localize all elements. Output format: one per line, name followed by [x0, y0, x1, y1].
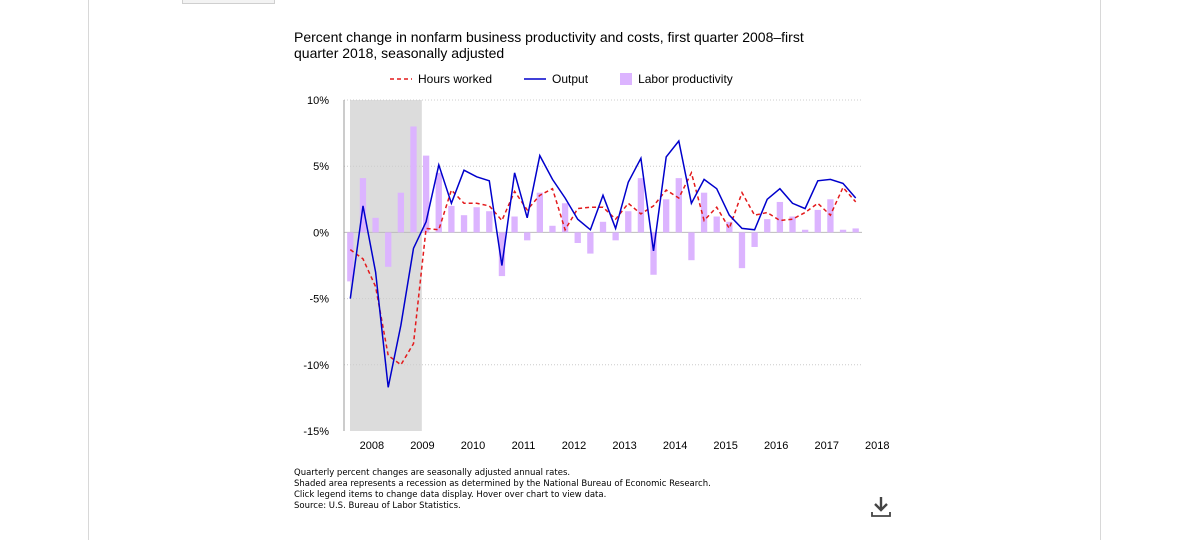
y-tick-label: -5%	[309, 294, 329, 306]
chart-legend: Hours worked Output Labor productivity	[390, 71, 765, 87]
bar-labor-productivity	[473, 207, 480, 233]
bar-labor-productivity	[612, 232, 619, 241]
bar-labor-productivity	[650, 232, 657, 275]
note-line: Shaded area represents a recession as de…	[294, 479, 711, 489]
bar-labor-productivity	[776, 201, 784, 233]
y-tick-label: -10%	[303, 360, 329, 372]
bar-labor-productivity	[625, 211, 632, 233]
bar-labor-productivity	[789, 216, 796, 233]
legend-label-output: Output	[552, 72, 589, 86]
bar-labor-productivity	[397, 192, 405, 233]
legend-item-labor-productivity[interactable]: Labor productivity	[620, 72, 733, 86]
bar-labor-productivity	[852, 228, 859, 233]
x-tick-label: 2014	[663, 440, 687, 452]
bar-labor-productivity	[486, 211, 493, 233]
y-tick-label: 10%	[307, 95, 329, 107]
legend-swatch-hours-worked	[390, 78, 412, 80]
bar-labor-productivity	[713, 216, 720, 233]
bar-labor-productivity	[599, 221, 607, 233]
bar-labor-productivity	[801, 229, 809, 233]
x-tick-label: 2012	[562, 440, 586, 452]
x-tick-label: 2008	[360, 440, 384, 452]
bar-labor-productivity	[498, 232, 506, 277]
bar-labor-productivity	[637, 178, 645, 233]
y-tick-label: -15%	[303, 426, 329, 438]
chart-notes: Quarterly percent changes are seasonally…	[294, 468, 711, 512]
legend-item-hours-worked[interactable]: Hours worked	[390, 72, 492, 86]
note-line: Source: U.S. Bureau of Labor Statistics.	[294, 501, 461, 511]
y-tick-label: 5%	[313, 161, 329, 173]
bar-labor-productivity	[347, 232, 354, 282]
top-tab[interactable]	[182, 0, 275, 4]
chart-plot-area[interactable]: 10% 5% 0% -5% -10% -15% 2008 2009 2010 2011 2012 20…	[0, 0, 1192, 470]
y-tick-label: 0%	[313, 227, 329, 239]
bar-labor-productivity	[385, 232, 392, 267]
x-tick-label: 2011	[512, 440, 536, 452]
bar-labor-productivity	[435, 172, 442, 233]
bar-labor-productivity	[561, 203, 569, 233]
x-tick-label: 2009	[410, 440, 434, 452]
x-tick-label: 2013	[612, 440, 636, 452]
bar-labor-productivity	[460, 215, 468, 233]
bar-labor-productivity	[764, 219, 771, 233]
bar-labor-productivity	[738, 232, 746, 269]
note-line: Quarterly percent changes are seasonally…	[294, 468, 571, 478]
bar-labor-productivity	[663, 199, 670, 233]
x-tick-label: 2010	[461, 440, 485, 452]
bar-labor-productivity	[524, 232, 531, 241]
bar-labor-productivity	[422, 155, 430, 233]
bar-labor-productivity	[839, 229, 847, 233]
bar-labor-productivity	[688, 232, 695, 261]
legend-item-output[interactable]: Output	[524, 72, 588, 86]
bar-labor-productivity	[814, 209, 821, 233]
bar-labor-productivity	[511, 216, 518, 233]
download-icon[interactable]	[871, 496, 891, 518]
bar-labor-productivity	[410, 126, 417, 233]
x-tick-label: 2018	[865, 440, 889, 452]
content-panel	[88, 0, 1101, 540]
note-line: Click legend items to change data displa…	[294, 490, 607, 500]
x-tick-label: 2016	[764, 440, 788, 452]
chart-title: Percent change in nonfarm business produ…	[294, 29, 804, 61]
bar-labor-productivity	[448, 205, 455, 233]
line-hours-worked	[349, 170, 857, 366]
bar-labor-productivity	[549, 225, 556, 233]
x-tick-label: 2017	[814, 440, 838, 452]
legend-label-labor-productivity: Labor productivity	[638, 72, 733, 86]
bar-labor-productivity	[536, 192, 543, 233]
legend-swatch-labor-productivity	[620, 73, 633, 85]
bar-labor-productivity	[372, 217, 379, 233]
bar-labor-productivity	[574, 232, 581, 243]
bar-labor-productivity	[587, 232, 594, 254]
bar-labor-productivity	[359, 178, 367, 233]
line-output	[349, 139, 857, 388]
legend-label-hours-worked: Hours worked	[418, 72, 493, 86]
bar-labor-productivity	[751, 232, 758, 247]
bar-labor-productivity	[675, 178, 682, 233]
legend-swatch-output	[524, 78, 547, 80]
bar-labor-productivity	[700, 192, 708, 233]
x-tick-label: 2015	[713, 440, 737, 452]
